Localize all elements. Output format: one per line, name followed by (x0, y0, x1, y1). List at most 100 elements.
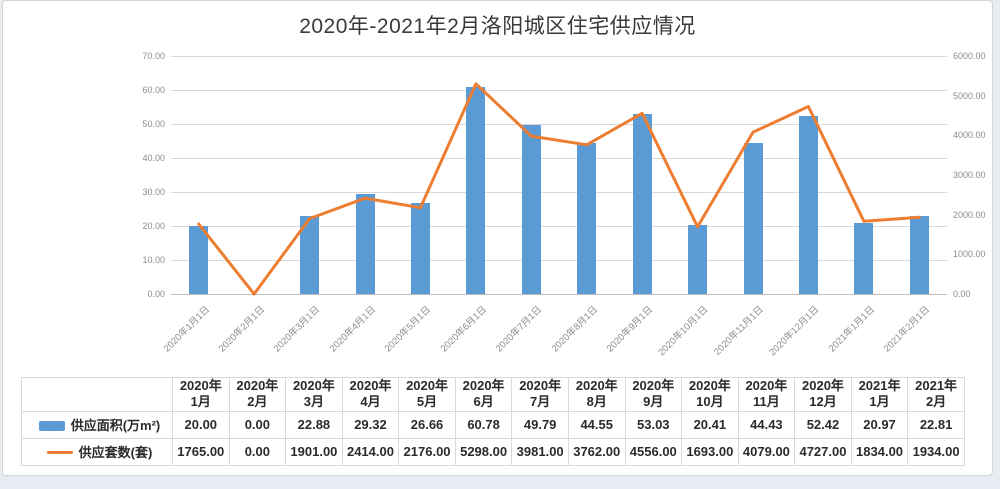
x-axis-label: 2020年1月1日 (161, 304, 212, 355)
table-value-cell: 22.81 (907, 410, 965, 439)
supply-area-bar (521, 124, 541, 294)
table-value-cell: 2414.00 (341, 437, 400, 466)
table-col-header: 2020年 1月 (172, 377, 230, 412)
left-axis-tick-label: 30.00 (142, 187, 165, 197)
table-row-label: 供应套数(套) (21, 437, 173, 466)
x-axis-label: 2020年10月1日 (656, 304, 711, 359)
table-row: 供应套数(套) 1765.00 0.00 1901.00 2414.00 2176.00 5… (21, 437, 965, 466)
chart-card: 2020年-2021年2月洛阳城区住宅供应情况 0.00 10.00 20.00 30… (2, 0, 993, 476)
table-col-header: 2020年 4月 (341, 377, 400, 412)
supply-area-bar (798, 115, 818, 294)
x-axis-label: 2020年2月1日 (216, 304, 268, 355)
line-legend-swatch-icon (46, 450, 73, 455)
table-row-label: 供应面积(万m²) (21, 410, 173, 439)
x-axis-label: 2020年8月1日 (549, 304, 600, 355)
table-col-header: 2020年 2月 (228, 377, 287, 412)
series-label: 供应套数(套) (78, 445, 153, 460)
data-table: 2020年 1月 2020年 2月 2020年 3月 2020年 4月 2020年 5月 2020年… (21, 377, 965, 466)
table-col-header: 2021年 1月 (850, 377, 909, 412)
table-value-cell: 26.66 (398, 410, 456, 439)
table-value-cell: 1901.00 (285, 437, 343, 466)
left-axis-tick-label: 0.00 (147, 289, 165, 299)
x-axis-label: 2020年6月1日 (438, 304, 489, 355)
table-value-cell: 20.00 (172, 410, 230, 439)
table-value-cell: 20.41 (681, 410, 739, 439)
table-value-cell: 1693.00 (681, 437, 739, 466)
table-col-header: 2020年 7月 (511, 377, 569, 412)
gridline (171, 191, 947, 193)
table-col-header: 2020年 3月 (285, 377, 343, 412)
bar-legend-swatch-icon (38, 420, 65, 431)
table-col-header: 2020年 8月 (567, 377, 626, 412)
right-axis-tick-label: 4000.00 (953, 130, 986, 141)
table-col-header: 2020年 9月 (624, 377, 683, 412)
table-col-header: 2021年 2月 (907, 377, 965, 412)
gridline (171, 157, 947, 159)
gridline (171, 259, 947, 261)
table-value-cell: 44.43 (737, 410, 796, 439)
right-axis-tick-label: 0.00 (953, 289, 971, 299)
gridline (171, 123, 947, 125)
table-value-cell: 1834.00 (850, 437, 909, 466)
gridline (171, 225, 947, 227)
table-value-cell: 1934.00 (907, 437, 965, 466)
x-axis-label: 2021年1月1日 (826, 304, 877, 355)
chart-title: 2020年-2021年2月洛阳城区住宅供应情况 (299, 15, 696, 38)
table-value-cell: 3762.00 (567, 437, 626, 466)
supply-area-bar (577, 142, 597, 294)
table-value-cell: 2176.00 (398, 437, 456, 466)
supply-area-bar (743, 142, 763, 294)
right-axis-tick-label: 2000.00 (953, 209, 986, 220)
left-axis-tick-label: 60.00 (142, 85, 165, 95)
table-row: 供应面积(万m²) 20.00 0.00 22.88 29.32 26.66 60.78 49… (21, 410, 965, 439)
table-value-cell: 53.03 (624, 410, 683, 439)
left-axis-tick-label: 20.00 (142, 221, 165, 231)
table-value-cell: 5298.00 (454, 437, 513, 466)
table-corner-cell (21, 377, 173, 412)
supply-area-bar (300, 216, 320, 294)
right-axis-tick-label: 6000.00 (953, 51, 986, 61)
supply-area-bar (632, 113, 652, 294)
table-col-header: 2020年 11月 (737, 377, 796, 412)
supply-area-bar (909, 216, 929, 294)
supply-area-bar (466, 87, 486, 294)
table-value-cell: 4079.00 (737, 437, 796, 466)
table-value-cell: 0.00 (228, 410, 287, 439)
x-axis-label: 2020年4月1日 (327, 304, 378, 355)
gridline (171, 293, 947, 295)
table-col-header: 2020年 6月 (454, 377, 513, 412)
gridline (171, 89, 947, 91)
table-value-cell: 49.79 (511, 410, 569, 439)
left-axis-tick-label: 40.00 (142, 153, 165, 163)
right-axis-tick-label: 1000.00 (953, 249, 986, 260)
table-col-header: 2020年 10月 (681, 377, 739, 412)
supply-area-bar (688, 224, 708, 294)
table-value-cell: 4556.00 (624, 437, 683, 466)
table-value-cell: 44.55 (567, 410, 626, 439)
x-axis-label: 2020年9月1日 (604, 304, 656, 355)
table-value-cell: 4727.00 (794, 437, 852, 466)
x-axis-label: 2020年12月1日 (767, 304, 822, 359)
table-col-header: 2020年 12月 (794, 377, 852, 412)
right-axis-tick-label: 3000.00 (953, 170, 986, 180)
table-value-cell: 52.42 (794, 410, 852, 439)
left-axis-tick-label: 10.00 (142, 255, 165, 265)
table-value-cell: 0.00 (228, 437, 287, 466)
x-axis-label: 2020年7月1日 (493, 304, 545, 355)
table-value-cell: 20.97 (850, 410, 909, 439)
gridline (171, 55, 947, 57)
supply-area-bar (189, 226, 209, 294)
table-value-cell: 22.88 (285, 410, 343, 439)
series-label: 供应面积(万m²) (70, 418, 161, 433)
table-value-cell: 60.78 (454, 410, 513, 439)
x-axis-label: 2020年3月1日 (272, 304, 323, 355)
left-axis-tick-label: 70.00 (142, 51, 165, 61)
x-axis-label: 2021年2月1日 (881, 304, 933, 355)
x-axis-label: 2020年5月1日 (382, 304, 434, 355)
supply-area-bar (355, 194, 375, 294)
table-col-header: 2020年 5月 (398, 377, 456, 412)
table-value-cell: 3981.00 (511, 437, 569, 466)
right-axis-tick-label: 5000.00 (953, 90, 986, 101)
table-value-cell: 1765.00 (172, 437, 230, 466)
